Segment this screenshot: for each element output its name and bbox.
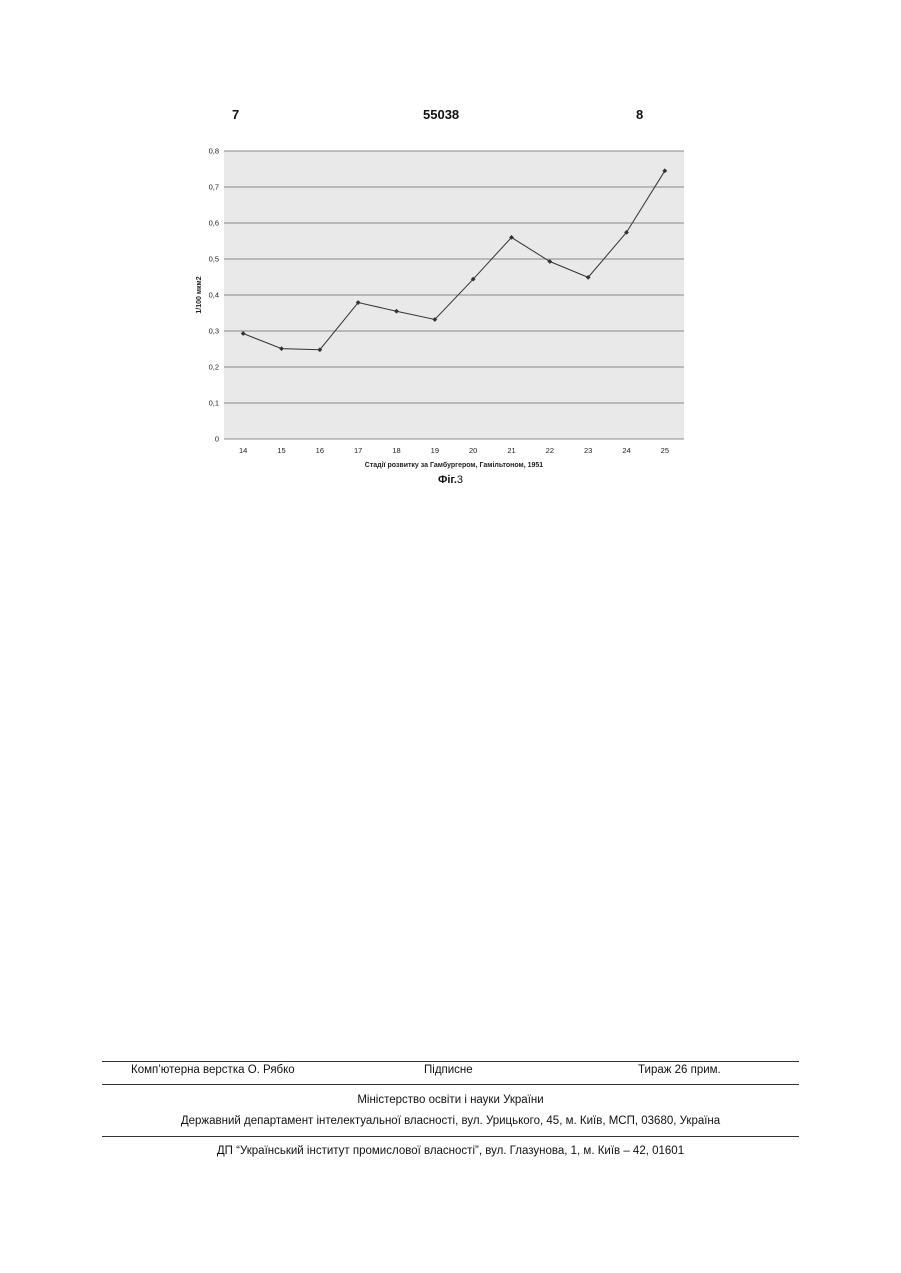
footer-circulation: Тираж 26 прим. xyxy=(638,1064,721,1076)
x-tick-label: 17 xyxy=(354,446,362,455)
footer-rule-top xyxy=(102,1061,799,1062)
footer-layout-credit: Комп’ютерна верстка О. Рябко xyxy=(131,1064,295,1076)
x-tick-labels: 14 15 16 17 18 19 20 21 22 23 24 25 xyxy=(239,446,669,455)
patent-number: 55038 xyxy=(423,107,459,122)
x-tick-label: 20 xyxy=(469,446,477,455)
x-tick-label: 21 xyxy=(507,446,515,455)
y-tick-label: 0,4 xyxy=(209,291,219,300)
footer-ministry: Міністерство освіти і науки України xyxy=(0,1094,901,1106)
x-tick-label: 25 xyxy=(661,446,669,455)
x-tick-label: 16 xyxy=(316,446,324,455)
footer-signed: Підписне xyxy=(424,1064,473,1076)
footer-institute: ДП “Український інститут промислової вла… xyxy=(0,1145,901,1157)
y-tick-label: 0,8 xyxy=(209,147,219,156)
x-tick-label: 24 xyxy=(622,446,630,455)
y-tick-label: 0 xyxy=(215,435,219,444)
x-tick-label: 23 xyxy=(584,446,592,455)
line-chart: 0 0,1 0,2 0,3 0,4 0,5 0,6 0,7 0,8 14 15 16 17 18 19 20… xyxy=(190,140,700,480)
y-tick-labels: 0 0,1 0,2 0,3 0,4 0,5 0,6 0,7 0,8 xyxy=(209,147,219,444)
y-tick-label: 0,3 xyxy=(209,327,219,336)
footer-department: Державний департамент інтелектуальної вл… xyxy=(0,1115,901,1127)
x-tick-label: 19 xyxy=(431,446,439,455)
footer-rule-middle xyxy=(102,1084,799,1085)
y-axis-title: 1/100 мкм2 xyxy=(196,276,203,313)
figure-label: Фіг. xyxy=(438,474,457,486)
footer-rule-bottom xyxy=(102,1136,799,1137)
x-axis-title: Стадії розвитку за Гамбургером, Гамільто… xyxy=(365,461,544,469)
y-tick-label: 0,7 xyxy=(209,183,219,192)
figure-number: 3 xyxy=(457,474,463,486)
page-number-right: 8 xyxy=(636,107,643,122)
x-tick-label: 18 xyxy=(392,446,400,455)
y-tick-label: 0,6 xyxy=(209,219,219,228)
figure-caption: Фіг.3 xyxy=(0,474,901,486)
y-tick-label: 0,1 xyxy=(209,399,219,408)
x-tick-label: 14 xyxy=(239,446,247,455)
y-tick-label: 0,2 xyxy=(209,363,219,372)
page-number-left: 7 xyxy=(232,107,239,122)
y-tick-label: 0,5 xyxy=(209,255,219,264)
x-tick-label: 22 xyxy=(546,446,554,455)
x-tick-label: 15 xyxy=(277,446,285,455)
